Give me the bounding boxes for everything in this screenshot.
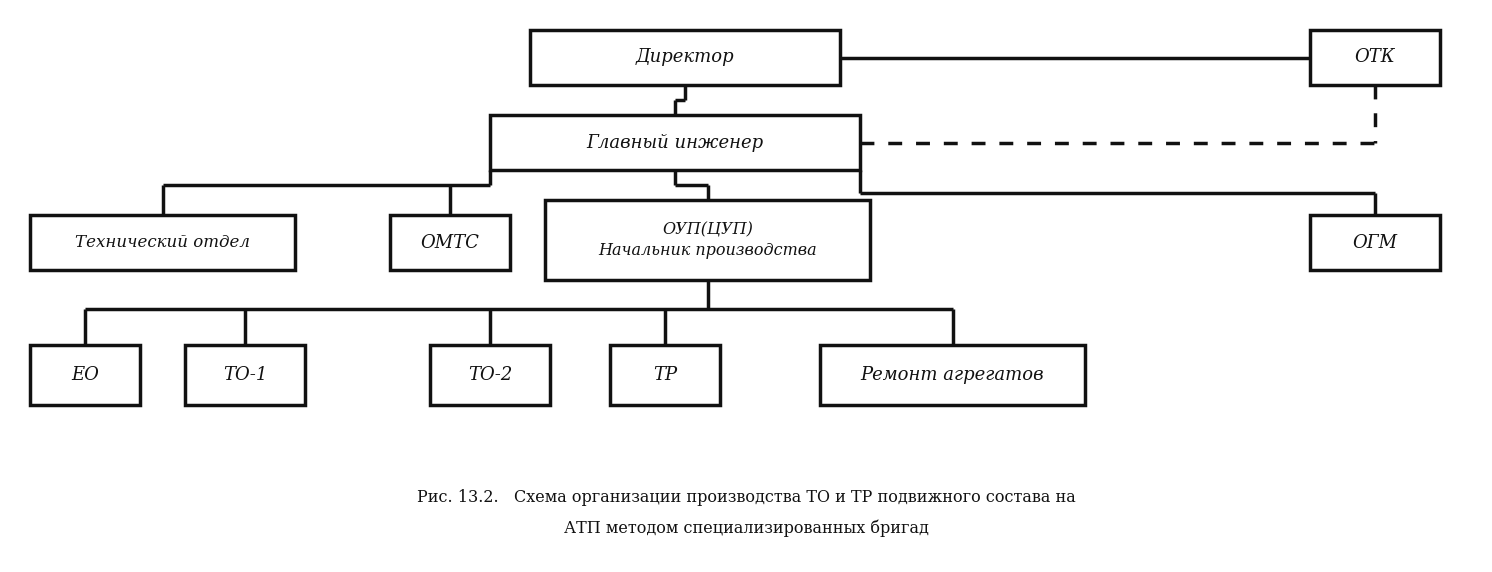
Text: ТР: ТР — [653, 366, 677, 384]
FancyBboxPatch shape — [1310, 215, 1440, 270]
FancyBboxPatch shape — [430, 345, 551, 405]
Text: АТП методом специализированных бригад: АТП методом специализированных бригад — [564, 519, 928, 537]
FancyBboxPatch shape — [1310, 30, 1440, 85]
FancyBboxPatch shape — [530, 30, 840, 85]
Text: Рис. 13.2.   Схема организации производства ТО и ТР подвижного состава на: Рис. 13.2. Схема организации производств… — [416, 490, 1076, 506]
FancyBboxPatch shape — [389, 215, 510, 270]
Text: ОУП(ЦУП)
Начальник производства: ОУП(ЦУП) Начальник производства — [598, 221, 816, 259]
Text: ТО-2: ТО-2 — [468, 366, 512, 384]
FancyBboxPatch shape — [545, 200, 870, 280]
Text: Ремонт агрегатов: Ремонт агрегатов — [861, 366, 1044, 384]
FancyBboxPatch shape — [30, 345, 140, 405]
Text: Директор: Директор — [636, 49, 734, 66]
FancyBboxPatch shape — [610, 345, 721, 405]
Text: ОГМ: ОГМ — [1353, 233, 1398, 252]
Text: ОТК: ОТК — [1355, 49, 1395, 66]
Text: ЕО: ЕО — [72, 366, 98, 384]
Text: Главный инженер: Главный инженер — [586, 133, 764, 152]
FancyBboxPatch shape — [185, 345, 304, 405]
Text: ОМТС: ОМТС — [421, 233, 479, 252]
FancyBboxPatch shape — [821, 345, 1085, 405]
FancyBboxPatch shape — [30, 215, 295, 270]
Text: ТО-1: ТО-1 — [222, 366, 267, 384]
Text: Технический отдел: Технический отдел — [75, 234, 251, 251]
FancyBboxPatch shape — [489, 115, 859, 170]
